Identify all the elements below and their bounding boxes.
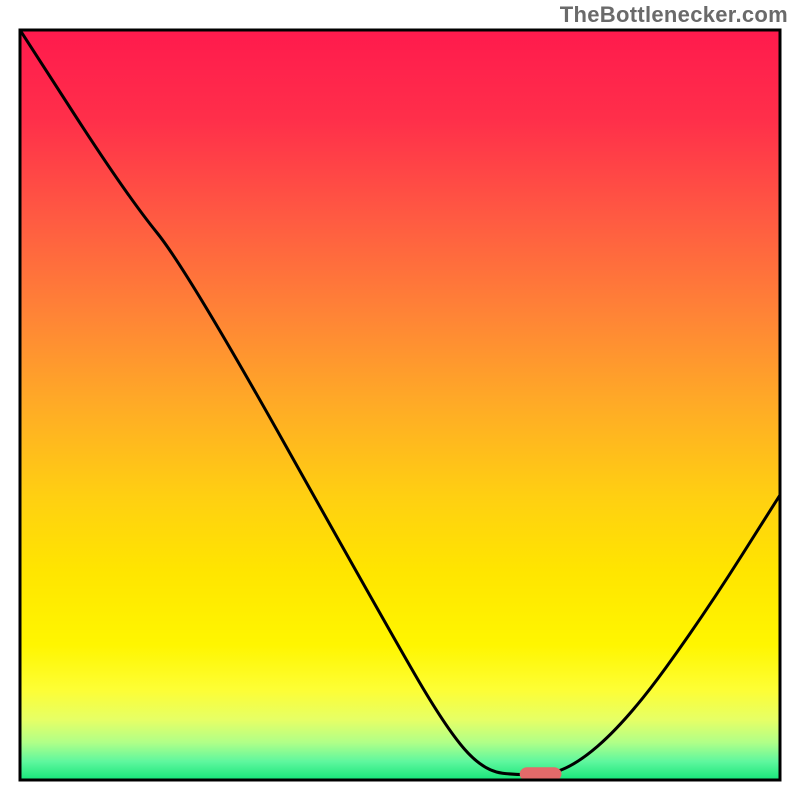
watermark-text: TheBottlenecker.com bbox=[560, 2, 788, 28]
chart-container: TheBottlenecker.com bbox=[0, 0, 800, 800]
bottleneck-chart bbox=[0, 0, 800, 800]
